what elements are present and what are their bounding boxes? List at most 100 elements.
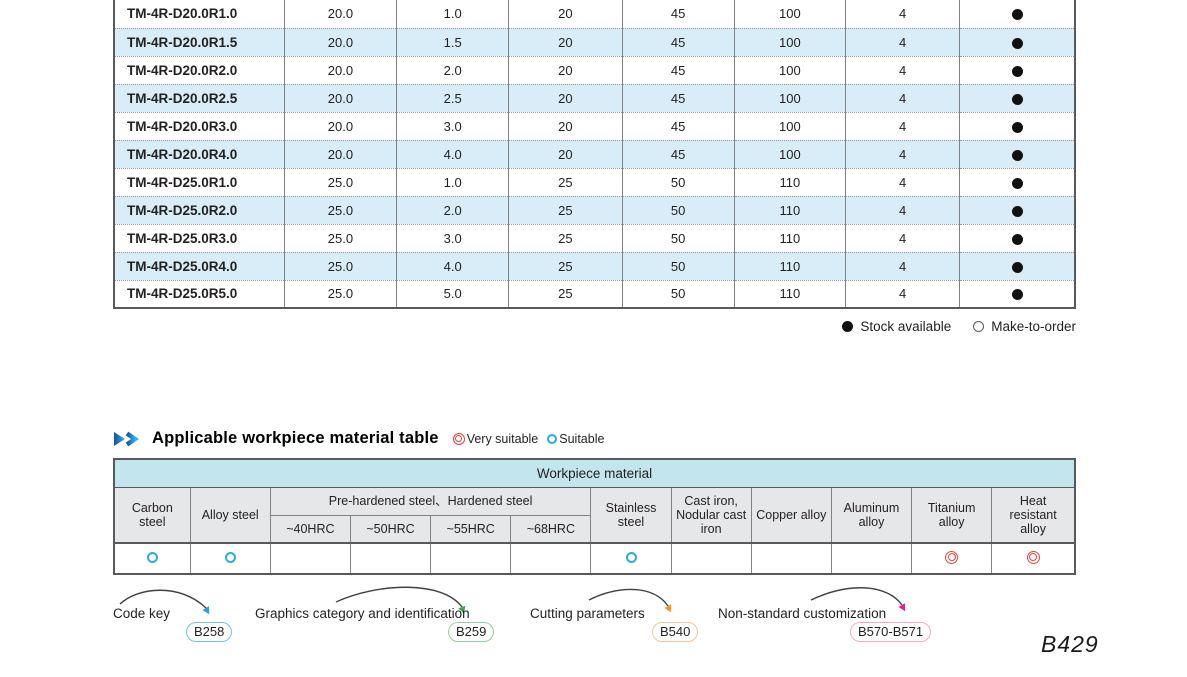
stock-available-dot-icon bbox=[1011, 37, 1023, 49]
stock-available-dot-icon bbox=[1011, 205, 1023, 217]
make-to-order-legend: Make-to-order bbox=[973, 319, 1076, 334]
spec-table-row: TM-4R-D20.0R1.0 20.0 1.0 20 45 100 4 bbox=[114, 0, 1075, 28]
value-cell: 1.0 bbox=[396, 167, 509, 196]
very-suitable-mark-icon bbox=[945, 550, 959, 564]
suitable-label: Suitable bbox=[559, 431, 605, 446]
col-header-heat-resistant-alloy: Heat resistant alloy bbox=[991, 486, 1076, 544]
spec-table-row: TM-4R-D25.0R4.0 25.0 4.0 25 50 110 4 bbox=[114, 251, 1075, 280]
stock-available-dot-icon bbox=[1011, 149, 1023, 161]
footnote-label-non-standard: Non-standard customization bbox=[718, 606, 887, 621]
value-cell: 110 bbox=[733, 223, 846, 252]
value-cell: 100 bbox=[733, 83, 846, 112]
rating-row bbox=[113, 542, 1076, 575]
footnote-badge-b540[interactable]: B540 bbox=[652, 622, 699, 642]
col-header-titanium-alloy: Titanium alloy bbox=[911, 486, 993, 544]
stock-available-dot-icon bbox=[1011, 121, 1023, 133]
stock-available-label: Stock available bbox=[860, 319, 952, 334]
suitable-mark-icon bbox=[625, 551, 637, 563]
value-cell: 25 bbox=[508, 223, 623, 252]
rating-cell bbox=[590, 542, 672, 575]
stock-available-dot-icon bbox=[1011, 177, 1023, 189]
value-cell: 3.0 bbox=[396, 111, 509, 140]
value-cell: 45 bbox=[621, 0, 735, 28]
suitability-legend: Very suitable Suitable bbox=[452, 431, 604, 446]
spec-table-row: TM-4R-D25.0R1.0 25.0 1.0 25 50 110 4 bbox=[114, 167, 1075, 196]
value-cell: 25 bbox=[508, 195, 623, 224]
value-cell: 45 bbox=[621, 139, 735, 168]
rating-cell bbox=[113, 542, 191, 575]
value-cell: 1.0 bbox=[396, 0, 509, 28]
model-cell: TM-4R-D25.0R4.0 bbox=[114, 251, 285, 280]
value-cell: 25.0 bbox=[283, 195, 397, 224]
stock-cell bbox=[959, 55, 1075, 84]
spec-table-row: TM-4R-D20.0R3.0 20.0 3.0 20 45 100 4 bbox=[114, 111, 1075, 140]
rating-cell bbox=[830, 542, 913, 575]
value-cell: 20 bbox=[508, 139, 623, 168]
footnote-badge-b259[interactable]: B259 bbox=[448, 622, 495, 642]
value-cell: 45 bbox=[621, 111, 735, 140]
value-cell: 4 bbox=[844, 279, 960, 308]
footnote-label-cutting-parameters: Cutting parameters bbox=[530, 606, 645, 621]
suitable-mark-icon bbox=[224, 551, 236, 563]
value-cell: 2.5 bbox=[396, 83, 509, 112]
col-header-68hrc: ~68HRC bbox=[510, 514, 592, 544]
col-header-40hrc: ~40HRC bbox=[269, 514, 351, 544]
spec-table-row: TM-4R-D25.0R3.0 25.0 3.0 25 50 110 4 bbox=[114, 223, 1075, 252]
value-cell: 4.0 bbox=[396, 139, 509, 168]
model-cell: TM-4R-D25.0R2.0 bbox=[114, 195, 285, 224]
model-cell: TM-4R-D20.0R1.5 bbox=[114, 27, 285, 56]
stock-available-dot-icon bbox=[1011, 289, 1023, 301]
value-cell: 100 bbox=[733, 55, 846, 84]
col-header-cast-iron: Cast iron, Nodular cast iron bbox=[670, 486, 752, 544]
value-cell: 4 bbox=[844, 111, 960, 140]
rating-cell bbox=[189, 542, 271, 575]
rating-cell bbox=[911, 542, 993, 575]
col-header-prehardened-group: Pre-hardened steel、Hardened steel bbox=[269, 486, 592, 516]
spec-table-body: TM-4R-D20.0R1.0 20.0 1.0 20 45 100 4 TM-4R-D20.… bbox=[114, 0, 1075, 308]
footnote-badge-b570-b571[interactable]: B570-B571 bbox=[850, 622, 932, 642]
value-cell: 25 bbox=[508, 251, 623, 280]
footnote-label-code-key: Code key bbox=[113, 606, 171, 621]
value-cell: 110 bbox=[733, 195, 846, 224]
very-suitable-legend: Very suitable bbox=[452, 431, 539, 446]
value-cell: 50 bbox=[621, 167, 735, 196]
double-chevron-icon bbox=[114, 431, 139, 446]
value-cell: 110 bbox=[733, 251, 846, 280]
footnote-badge-b258[interactable]: B258 bbox=[186, 622, 233, 642]
material-section-title: Applicable workpiece material table Very… bbox=[113, 429, 604, 448]
value-cell: 2.0 bbox=[396, 55, 509, 84]
value-cell: 20 bbox=[508, 27, 623, 56]
rating-cell bbox=[670, 542, 752, 575]
stock-available-dot-icon bbox=[1011, 9, 1023, 21]
value-cell: 20.0 bbox=[283, 111, 397, 140]
value-cell: 4 bbox=[844, 83, 960, 112]
rating-cell bbox=[510, 542, 592, 575]
value-cell: 20 bbox=[508, 111, 623, 140]
rating-cell bbox=[991, 542, 1076, 575]
col-header-carbon-steel: Carbon steel bbox=[113, 486, 191, 544]
stock-available-dot-icon bbox=[1011, 233, 1023, 245]
value-cell: 4 bbox=[844, 27, 960, 56]
stock-cell bbox=[959, 251, 1075, 280]
value-cell: 50 bbox=[621, 279, 735, 308]
stock-available-dot-icon bbox=[1011, 261, 1023, 273]
value-cell: 25.0 bbox=[283, 279, 397, 308]
value-cell: 20.0 bbox=[283, 83, 397, 112]
value-cell: 25 bbox=[508, 279, 623, 308]
suitable-legend: Suitable bbox=[547, 432, 604, 446]
spec-table-row: TM-4R-D25.0R5.0 25.0 5.0 25 50 110 4 bbox=[114, 279, 1075, 308]
value-cell: 100 bbox=[733, 27, 846, 56]
very-suitable-label: Very suitable bbox=[466, 431, 539, 446]
value-cell: 50 bbox=[621, 251, 735, 280]
rating-cell bbox=[269, 542, 351, 575]
spec-table-row: TM-4R-D20.0R1.5 20.0 1.5 20 45 100 4 bbox=[114, 27, 1075, 56]
value-cell: 100 bbox=[733, 111, 846, 140]
col-header-alloy-steel: Alloy steel bbox=[189, 486, 271, 544]
value-cell: 20 bbox=[508, 0, 623, 28]
stock-legend: Stock available Make-to-order bbox=[113, 319, 1076, 334]
value-cell: 20.0 bbox=[283, 139, 397, 168]
model-cell: TM-4R-D20.0R2.5 bbox=[114, 83, 285, 112]
footnote-arrows bbox=[119, 586, 906, 615]
col-header-aluminum-alloy: Aluminum alloy bbox=[830, 486, 913, 544]
spec-table-row: TM-4R-D20.0R4.0 20.0 4.0 20 45 100 4 bbox=[114, 139, 1075, 168]
